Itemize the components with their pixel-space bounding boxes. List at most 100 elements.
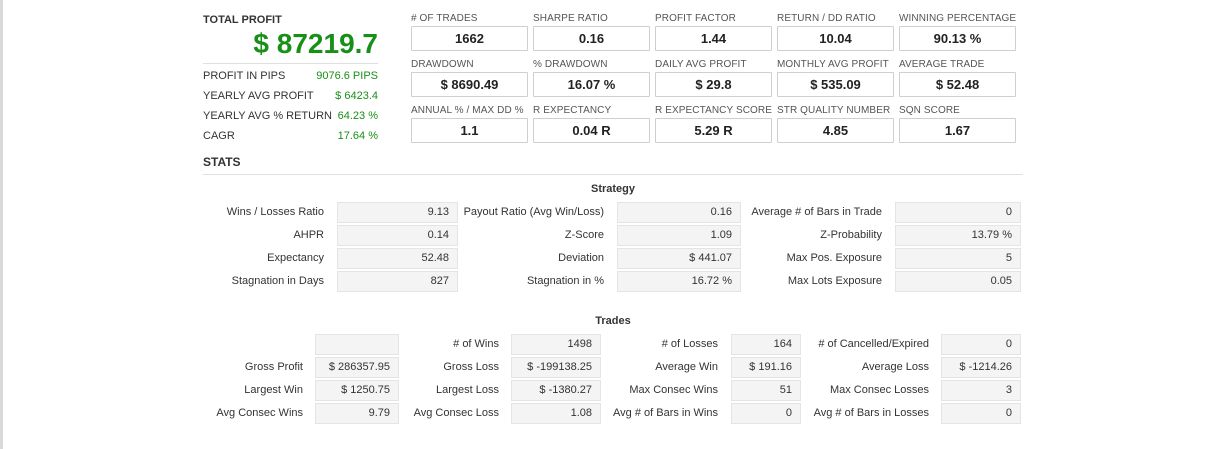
trades-title: Trades [595,315,631,327]
strategy-label: Max Lots Exposure [787,275,882,287]
strategy-label: Deviation [558,252,604,264]
strategy-value: 0.14 [337,225,458,246]
summary-row: PROFIT IN PIPS 9076.6 PIPS [203,69,378,89]
summary-label: CAGR [203,130,235,142]
kpi-label: RETURN / DD RATIO [777,13,876,24]
strategy-value: 827 [337,271,458,292]
trades-value: $ -1214.26 [941,357,1021,378]
kpi-label: DAILY AVG PROFIT [655,59,747,70]
strategy-label: Stagnation in Days [231,275,324,287]
kpi-value: 1.44 [655,26,772,51]
trades-value [315,334,399,355]
kpi-value: $ 29.8 [655,72,772,97]
summary-label: PROFIT IN PIPS [203,70,286,82]
trades-value: $ 286357.95 [315,357,399,378]
strategy-value: 0 [895,202,1021,223]
kpi-label: DRAWDOWN [411,59,474,70]
trades-label: Avg Consec Wins [216,407,303,419]
kpi-value: $ 52.48 [899,72,1016,97]
summary-value: 17.64 % [337,130,378,142]
trades-label: Gross Profit [244,361,303,373]
strategy-label: Average # of Bars in Trade [751,206,882,218]
kpi-card: ANNUAL % / MAX DD % 1.1 [411,105,528,143]
strategy-label: AHPR [293,229,324,241]
strategy-value: 0.16 [617,202,741,223]
summary-row: YEARLY AVG PROFIT $ 6423.4 [203,89,378,109]
kpi-label: PROFIT FACTOR [655,13,736,24]
kpi-card: R EXPECTANCY SCORE 5.29 R [655,105,772,143]
kpi-card: SHARPE RATIO 0.16 [533,13,650,51]
kpi-label: SHARPE RATIO [533,13,608,24]
strategy-value: 0.05 [895,271,1021,292]
kpi-label: SQN SCORE [899,105,960,116]
trades-value: 164 [731,334,801,355]
kpi-value: 1.67 [899,118,1016,143]
kpi-value: 10.04 [777,26,894,51]
trades-label: # of Wins [453,338,499,350]
summary-value: 9076.6 PIPS [316,70,378,82]
kpi-value: $ 8690.49 [411,72,528,97]
kpi-value: 4.85 [777,118,894,143]
trades-label [203,334,303,355]
trades-label: Average Win [655,361,718,373]
kpi-label: STR QUALITY NUMBER [777,105,891,116]
kpi-grid: # OF TRADES 1662 SHARPE RATIO 0.16 PROFIT … [411,13,1016,143]
divider [203,174,1023,175]
strategy-value: $ 441.07 [617,248,741,269]
kpi-value: 16.07 % [533,72,650,97]
summary-row: YEARLY AVG % RETURN 64.23 % [203,109,378,129]
trades-value: 1.08 [511,403,601,424]
left-border [0,0,3,449]
kpi-card: STR QUALITY NUMBER 4.85 [777,105,894,143]
kpi-value: 0.04 R [533,118,650,143]
stats-title: STATS [203,155,241,169]
kpi-card: MONTHLY AVG PROFIT $ 535.09 [777,59,894,97]
kpi-card: # OF TRADES 1662 [411,13,528,51]
kpi-card: SQN SCORE 1.67 [899,105,1016,143]
summary-value: $ 6423.4 [335,90,378,102]
trades-value: 0 [731,403,801,424]
trades-value: $ 1250.75 [315,380,399,401]
kpi-label: R EXPECTANCY [533,105,612,116]
strategy-value: 1.09 [617,225,741,246]
trades-value: $ 191.16 [731,357,801,378]
trades-label: Avg Consec Loss [413,407,499,419]
kpi-card: R EXPECTANCY 0.04 R [533,105,650,143]
kpi-value: 0.16 [533,26,650,51]
kpi-label: WINNING PERCENTAGE [899,13,1017,24]
total-profit-value: $ 87219.7 [253,28,378,59]
strategy-value: 9.13 [337,202,458,223]
profit-summary: PROFIT IN PIPS 9076.6 PIPS YEARLY AVG PR… [203,69,378,149]
summary-label: YEARLY AVG PROFIT [203,90,314,102]
trades-value: 51 [731,380,801,401]
strategy-label: Payout Ratio (Avg Win/Loss) [463,206,604,218]
kpi-label: # OF TRADES [411,13,478,24]
kpi-card: DAILY AVG PROFIT $ 29.8 [655,59,772,97]
kpi-value: 1662 [411,26,528,51]
trades-label: # of Losses [661,338,718,350]
trades-label: # of Cancelled/Expired [818,338,929,350]
summary-value: 64.23 % [337,110,378,122]
trades-value: 0 [941,334,1021,355]
summary-label: YEARLY AVG % RETURN [203,110,332,122]
kpi-card: WINNING PERCENTAGE 90.13 % [899,13,1016,51]
strategy-label: Expectancy [267,252,324,264]
kpi-label: ANNUAL % / MAX DD % [411,105,524,116]
strategy-label: Z-Probability [820,229,882,241]
strategy-value: 16.72 % [617,271,741,292]
trades-label: Average Loss [861,361,929,373]
summary-row: CAGR 17.64 % [203,129,378,149]
kpi-card: % DRAWDOWN 16.07 % [533,59,650,97]
kpi-value: 5.29 R [655,118,772,143]
strategy-label: Z-Score [564,229,604,241]
kpi-value: 1.1 [411,118,528,143]
trades-label: Max Consec Losses [829,384,929,396]
strategy-title: Strategy [590,183,636,195]
trades-value: 9.79 [315,403,399,424]
strategy-label: Wins / Losses Ratio [226,206,324,218]
kpi-card: RETURN / DD RATIO 10.04 [777,13,894,51]
divider [203,63,378,64]
trades-label: Gross Loss [443,361,499,373]
kpi-card: PROFIT FACTOR 1.44 [655,13,772,51]
strategy-label: Stagnation in % [526,275,604,287]
